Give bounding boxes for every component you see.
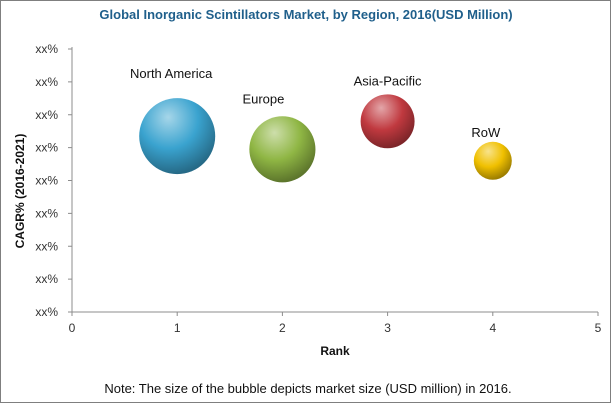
y-tick-label: xx% [35, 272, 58, 286]
x-tick-label: 1 [174, 321, 181, 335]
bubble-asia-pacific [360, 94, 415, 149]
bubble-label: Asia-Pacific [354, 73, 422, 88]
y-tick-label: xx% [35, 42, 58, 56]
x-tick-label: 4 [489, 321, 496, 335]
bubble-label: RoW [471, 125, 501, 140]
bubble-label: North America [130, 66, 213, 81]
x-tick-label: 2 [279, 321, 286, 335]
axis-ticks: xx% xx% xx% xx% xx% xx% xx% xx% xx% 0 1 2 3 4 5 [35, 42, 601, 335]
x-tick-label: 5 [595, 321, 602, 335]
y-tick-label: xx% [35, 305, 58, 319]
y-tick-label: xx% [35, 206, 58, 220]
bubbles: North America Europe Asia-Pacific RoW [130, 66, 512, 183]
y-tick-label: xx% [35, 141, 58, 155]
y-tick-label: xx% [35, 239, 58, 253]
y-tick-label: xx% [35, 108, 58, 122]
bubble-label: Europe [242, 91, 284, 106]
x-tick-label: 0 [69, 321, 76, 335]
y-tick-label: xx% [35, 75, 58, 89]
y-tick-label: xx% [35, 174, 58, 188]
bubble-europe [249, 116, 316, 183]
x-tick-label: 3 [384, 321, 391, 335]
footnote: Note: The size of the bubble depicts mar… [104, 381, 511, 396]
x-axis-title: Rank [320, 344, 350, 358]
chart-title: Global Inorganic Scintillators Market, b… [99, 7, 512, 22]
bubble-north-america [139, 98, 216, 175]
bubble-row [473, 141, 512, 180]
y-axis-title: CAGR% (2016-2021) [13, 134, 27, 249]
